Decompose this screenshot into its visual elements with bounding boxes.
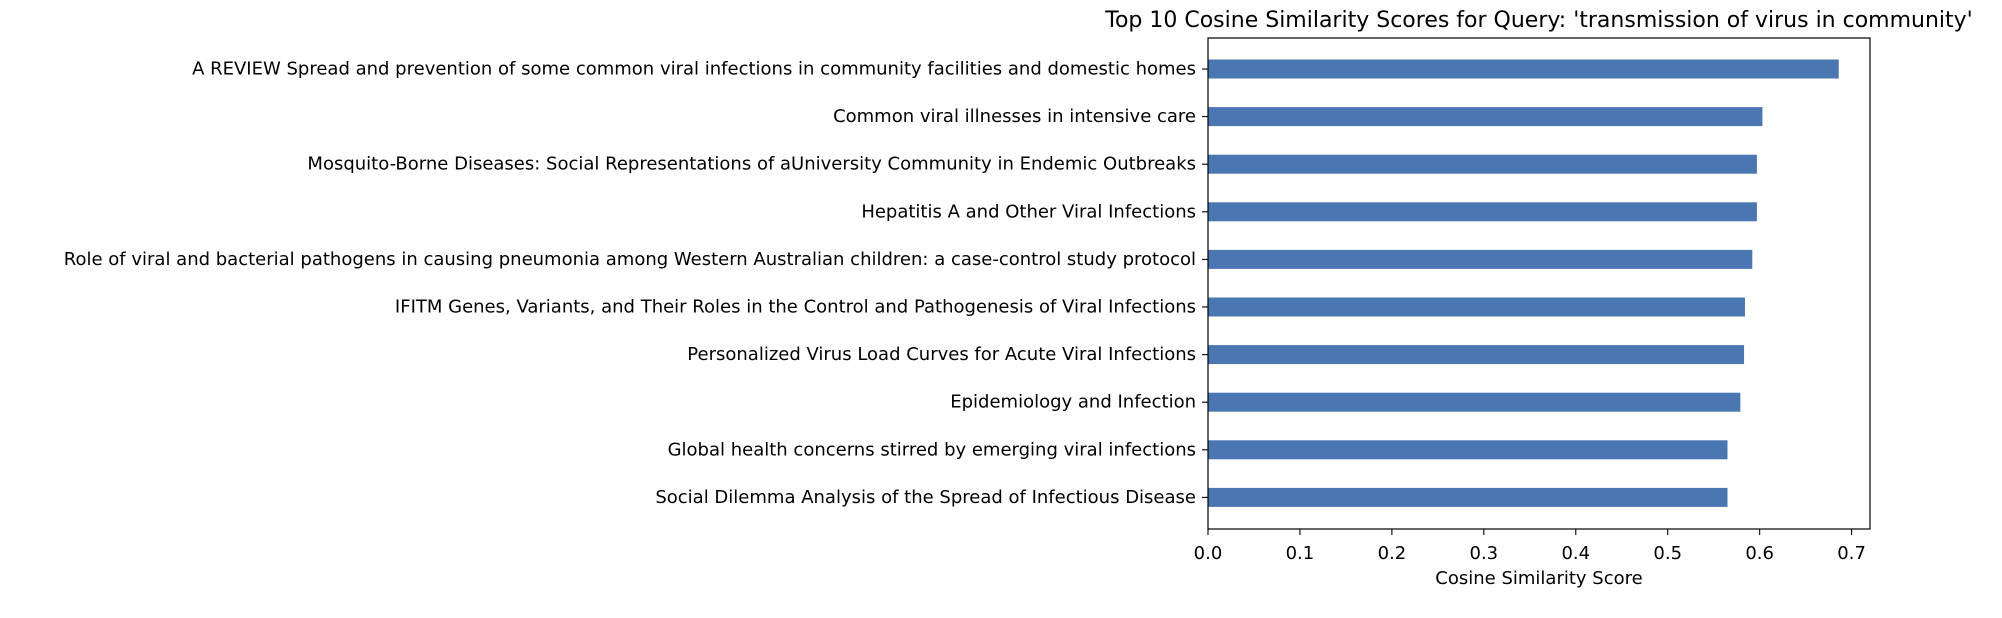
x-axis-ticks-group: 0.0 0.1 0.2 0.3 0.4 0.5 0.6 0.7: [1194, 529, 1866, 564]
x-tick-label: 0.3: [1470, 543, 1499, 564]
x-tick-label: 0.0: [1194, 543, 1223, 564]
bar-1: [1208, 59, 1839, 79]
x-tick-label: 0.6: [1745, 543, 1774, 564]
chart-title: Top 10 Cosine Similarity Scores for Quer…: [1104, 8, 1972, 33]
category-label: Personalized Virus Load Curves for Acute…: [687, 344, 1196, 365]
bars-group: [1208, 59, 1839, 507]
bar-9: [1208, 440, 1728, 460]
x-axis-title: Cosine Similarity Score: [1435, 568, 1642, 589]
x-tick-label: 0.5: [1653, 543, 1682, 564]
category-label: Role of viral and bacterial pathogens in…: [64, 249, 1196, 270]
bar-3: [1208, 154, 1757, 174]
category-labels-group: A REVIEW Spread and prevention of some c…: [64, 59, 1208, 508]
category-label: IFITM Genes, Variants, and Their Roles i…: [395, 297, 1196, 318]
x-tick-label: 0.1: [1286, 543, 1315, 564]
category-label: Common viral illnesses in intensive care: [833, 106, 1196, 127]
bar-4: [1208, 202, 1757, 222]
bar-5: [1208, 249, 1753, 269]
bar-2: [1208, 107, 1763, 127]
category-label: Mosquito-Borne Diseases: Social Represen…: [307, 154, 1196, 175]
bar-7: [1208, 345, 1745, 365]
bar-6: [1208, 297, 1745, 317]
bar-8: [1208, 392, 1741, 412]
x-tick-label: 0.7: [1837, 543, 1866, 564]
category-label: Global health concerns stirred by emergi…: [668, 439, 1196, 460]
category-label: Hepatitis A and Other Viral Infections: [861, 201, 1196, 222]
plot-frame: [1207, 37, 1871, 530]
category-label: Epidemiology and Infection: [950, 392, 1196, 413]
category-label: Social Dilemma Analysis of the Spread of…: [655, 487, 1196, 508]
x-tick-label: 0.2: [1378, 543, 1407, 564]
x-tick-label: 0.4: [1561, 543, 1590, 564]
category-label: A REVIEW Spread and prevention of some c…: [192, 59, 1196, 80]
bar-10: [1208, 487, 1728, 507]
